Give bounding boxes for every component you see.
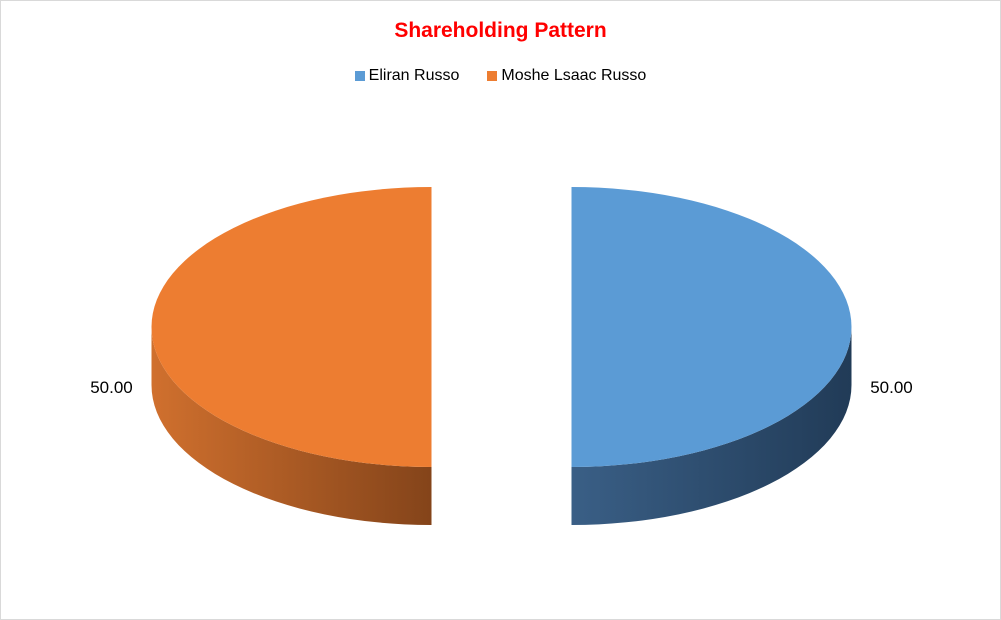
legend-item-moshe-lsaac-russo: Moshe Lsaac Russo: [487, 67, 646, 85]
data-label: 50.00: [870, 378, 913, 397]
legend-label: Eliran Russo: [368, 67, 460, 84]
pie-slice-side: [571, 327, 852, 525]
chart-title: Shareholding Pattern: [394, 19, 607, 42]
pie-slice-eliran-russo: [571, 187, 852, 525]
data-label: 50.00: [90, 378, 133, 397]
pie-slice-moshe-lsaac-russo: [151, 187, 432, 525]
legend-label: Moshe Lsaac Russo: [501, 67, 647, 84]
legend-swatch: [487, 71, 498, 81]
pie-slice-side: [151, 327, 432, 525]
legend-swatch: [354, 71, 365, 81]
pie-slice-top: [571, 187, 852, 467]
pie-slice-top: [151, 187, 432, 468]
legend: Eliran Russo Moshe Lsaac Russo: [1, 67, 1000, 85]
legend-item-eliran-russo: Eliran Russo: [354, 67, 460, 85]
